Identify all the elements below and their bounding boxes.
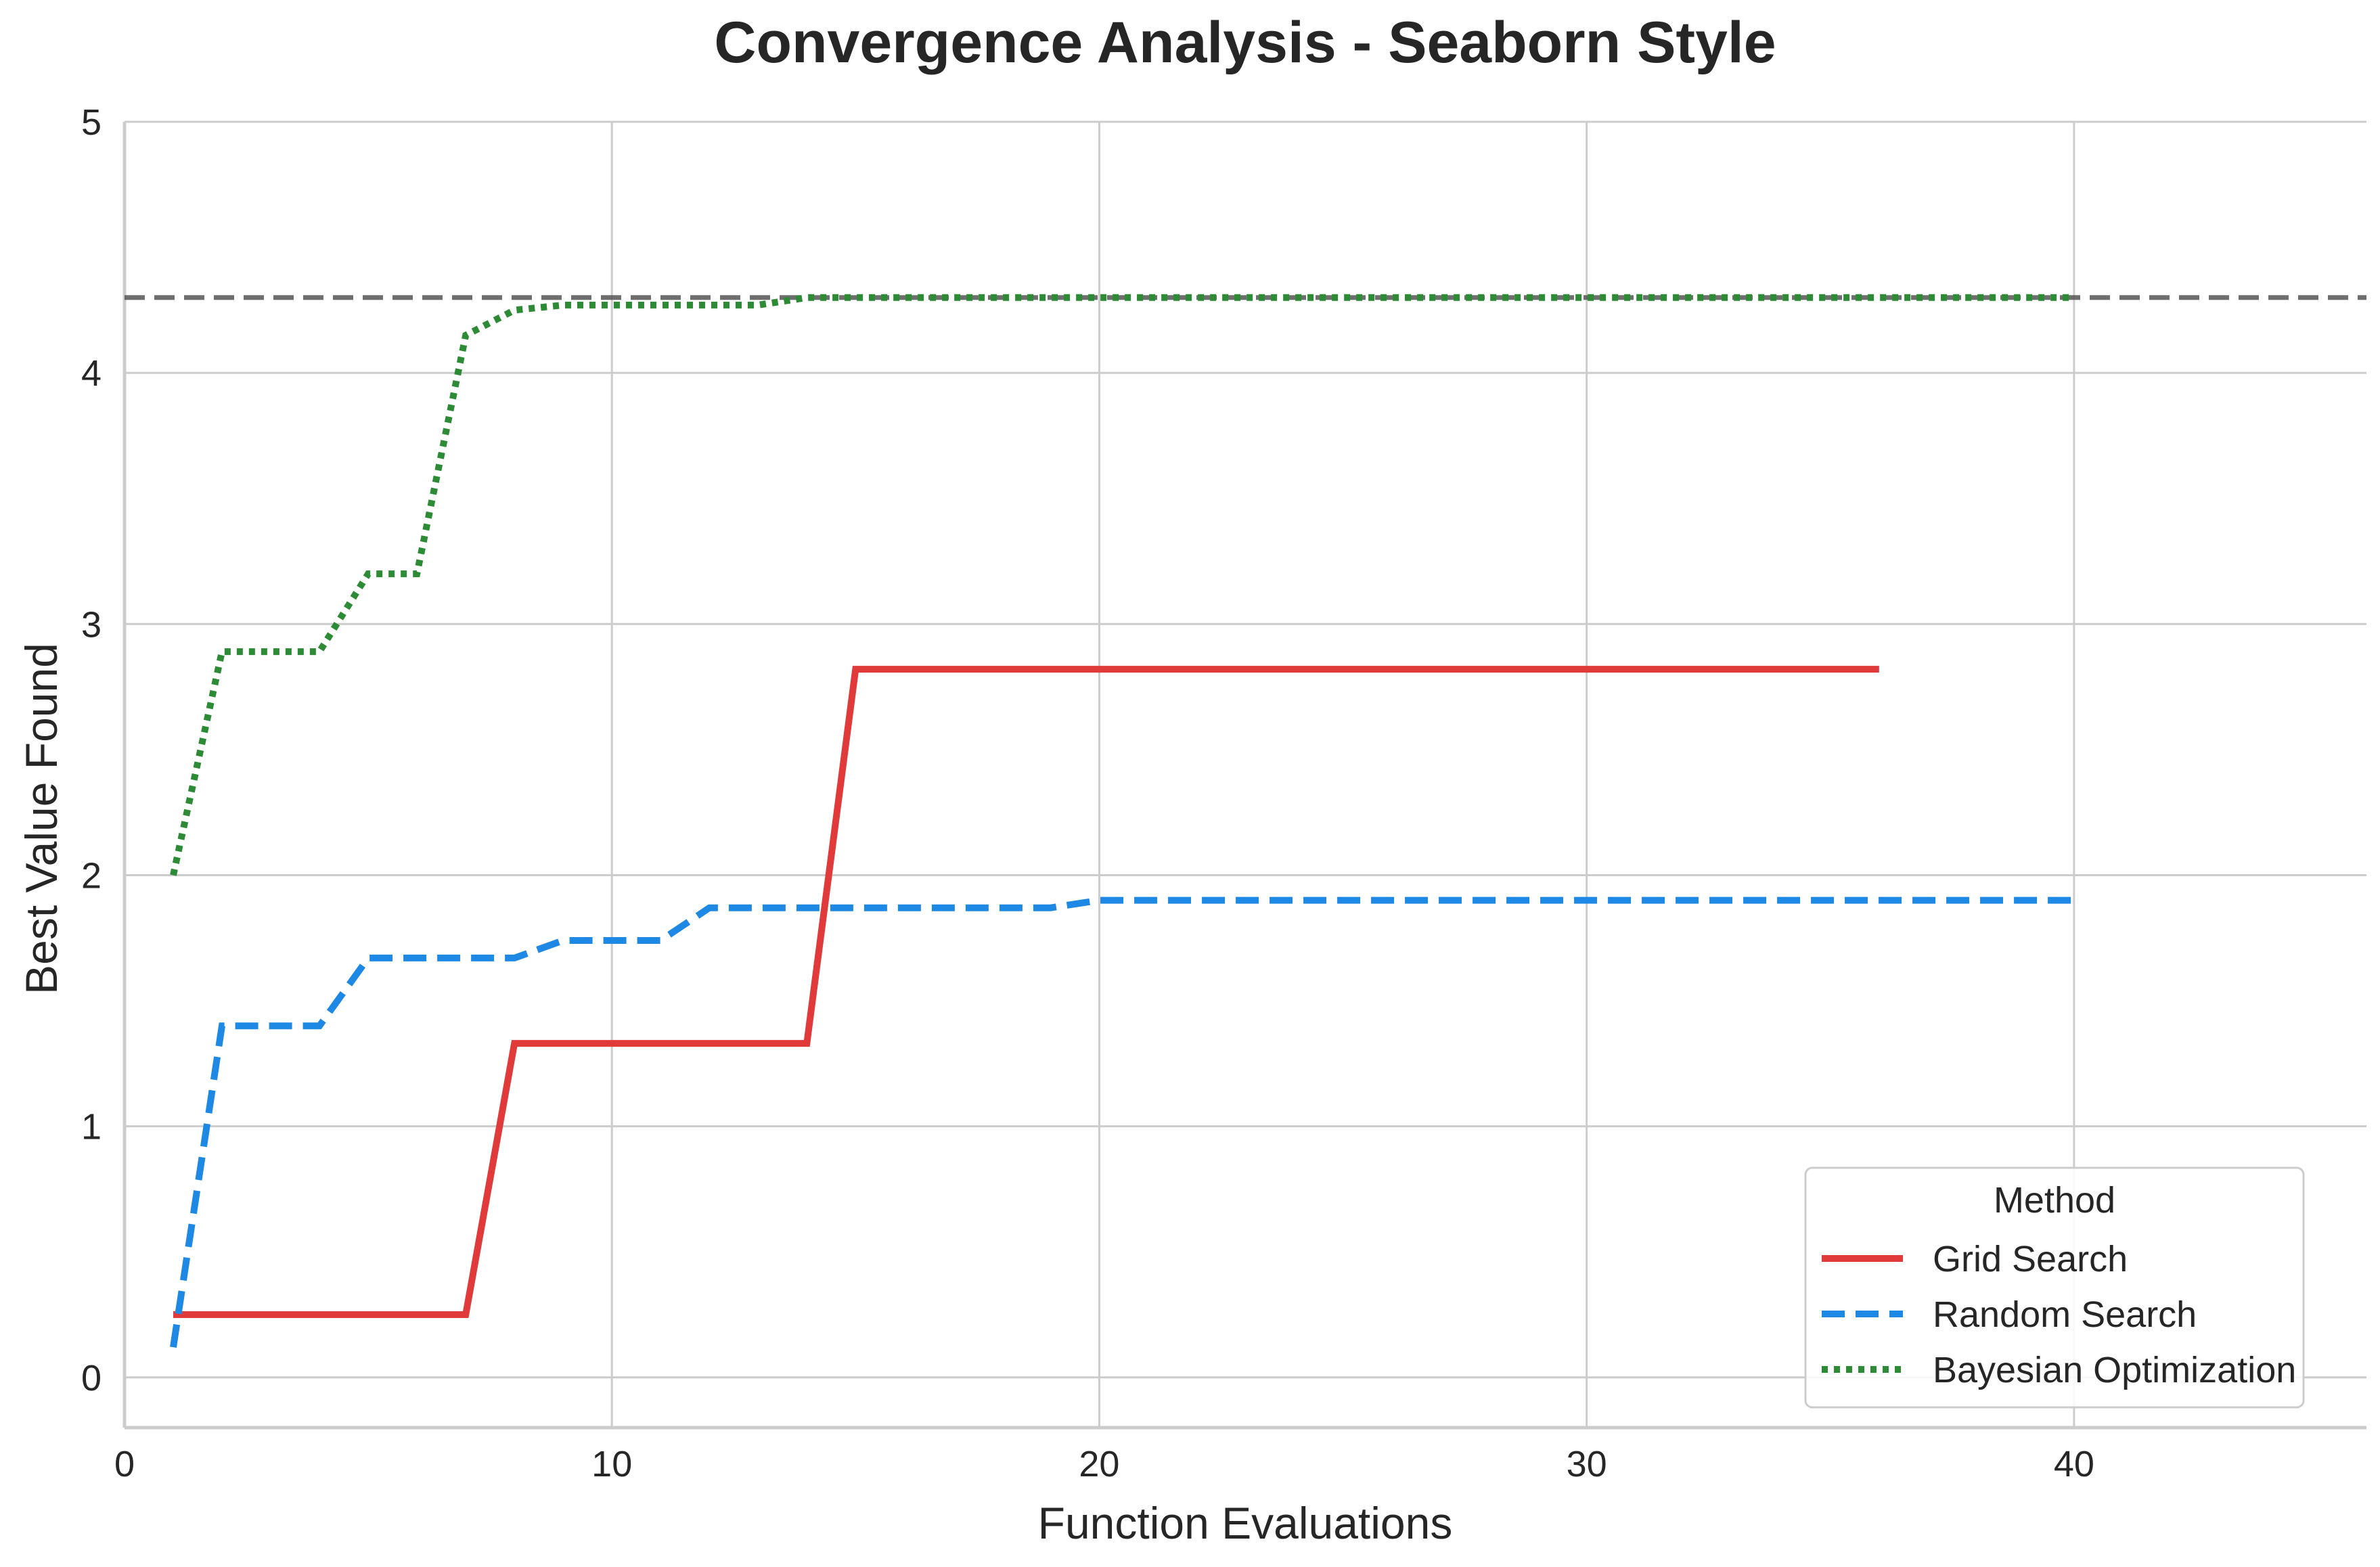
chart-title: Convergence Analysis - Seaborn Style [714,10,1776,75]
legend-title: Method [1994,1180,2115,1221]
x-tick-label: 0 [114,1444,135,1484]
legend-label: Random Search [1933,1294,2197,1335]
legend-label: Grid Search [1933,1239,2128,1279]
series-layer [170,294,2074,1348]
y-tick-label: 4 [81,353,102,394]
legend-box [1804,1166,2305,1409]
series-line-grid-search [173,666,1879,1318]
y-tick-label: 0 [81,1358,102,1399]
legend-label: Bayesian Optimization [1933,1350,2296,1390]
axes-layer [122,122,2366,1430]
x-tick-label: 10 [591,1444,632,1484]
y-tick-label: 1 [81,1107,102,1148]
legend-items: Grid Search Random Search Bayesian Optimiz… [1822,1239,2296,1390]
series-line-bayesian-optimization [170,294,2074,876]
x-tick-label: 30 [1567,1444,1607,1484]
series-line-random-search [170,896,2074,1348]
x-tick-label: 20 [1079,1444,1119,1484]
ticks-layer: 0 10 20 30 40 0 1 2 3 4 5 [81,102,2094,1484]
y-tick-label: 2 [81,855,102,896]
legend: Method Grid Search Random Search Bayesian … [1804,1166,2305,1409]
y-axis-label: Best Value Found [16,643,66,995]
y-tick-label: 5 [81,102,102,143]
x-axis-label: Function Evaluations [1038,1498,1453,1548]
y-tick-label: 3 [81,604,102,645]
x-tick-label: 40 [2054,1444,2094,1484]
